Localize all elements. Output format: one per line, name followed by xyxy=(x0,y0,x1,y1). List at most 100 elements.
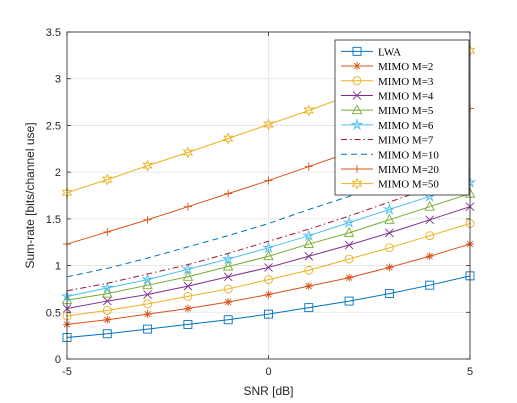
legend-entry: MIMO M=6 xyxy=(341,118,434,132)
series-line xyxy=(66,193,471,301)
legend-marker xyxy=(350,118,364,131)
data-point xyxy=(223,284,233,294)
series-4 xyxy=(62,202,475,313)
data-point xyxy=(224,189,233,198)
data-point xyxy=(345,273,354,282)
data-point xyxy=(262,241,275,254)
legend-entry: MIMO M=20 xyxy=(341,164,439,176)
legend-label: MIMO M=50 xyxy=(378,179,439,191)
data-point xyxy=(102,305,112,315)
data-point xyxy=(221,252,235,265)
data-point xyxy=(263,250,274,261)
legend-label: LWA xyxy=(378,46,401,58)
legend-entry: MIMO M=50 xyxy=(341,177,439,191)
data-point xyxy=(141,272,155,286)
data-point xyxy=(385,263,394,272)
data-point xyxy=(264,290,273,299)
y-tick-label: 0.5 xyxy=(46,307,61,319)
legend-label: MIMO M=4 xyxy=(378,90,434,102)
legend-marker xyxy=(352,76,362,86)
data-point xyxy=(264,309,273,319)
series-7 xyxy=(66,173,471,292)
y-axis-label: Sum-rate [bits/channel use] xyxy=(23,122,37,268)
data-point xyxy=(385,228,394,238)
data-point xyxy=(425,252,434,261)
data-point xyxy=(425,215,435,225)
data-point xyxy=(143,299,153,309)
legend-marker xyxy=(351,104,363,115)
data-point xyxy=(424,200,435,211)
x-tick-label: 5 xyxy=(467,366,473,378)
data-point xyxy=(224,298,233,307)
legend-entry: MIMO M=7 xyxy=(341,135,434,147)
series-line xyxy=(66,173,471,292)
data-point xyxy=(223,272,233,282)
axis-ticks: -5 0 500.511.522.533.5 xyxy=(46,27,473,378)
data-point xyxy=(103,315,112,324)
data-point xyxy=(425,280,435,290)
data-point xyxy=(264,176,273,185)
data-point xyxy=(102,287,113,298)
data-point xyxy=(303,104,315,117)
data-point xyxy=(183,281,193,291)
data-point xyxy=(304,162,313,171)
legend-entry: MIMO M=2 xyxy=(341,61,433,73)
legend-marker xyxy=(353,62,361,71)
data-point xyxy=(102,329,112,339)
data-point xyxy=(182,146,194,159)
data-point xyxy=(143,215,152,224)
data-point xyxy=(264,275,273,285)
x-axis-label: SNR [dB] xyxy=(243,384,293,398)
data-point xyxy=(183,319,193,329)
legend-entry: MIMO M=4 xyxy=(341,90,434,102)
legend-marker xyxy=(352,46,362,56)
x-tick-label: 0 xyxy=(265,366,271,378)
series-1 xyxy=(62,271,475,342)
data-point xyxy=(142,279,153,290)
y-tick-label: 3 xyxy=(55,74,61,86)
data-point xyxy=(183,291,193,301)
data-point xyxy=(264,263,273,272)
data-point xyxy=(143,324,153,334)
legend-marker xyxy=(352,91,362,100)
legend: LWA MIMO M=2 MIMO M=3 MIMO M=4 MIMO M=5 MIMO … xyxy=(334,39,470,196)
legend-entry: MIMO M=10 xyxy=(341,149,439,161)
y-tick-label: 2 xyxy=(55,167,61,179)
data-point xyxy=(384,213,395,224)
legend-label: MIMO M=10 xyxy=(378,149,439,161)
y-tick-label: 2.5 xyxy=(46,120,61,132)
data-point xyxy=(183,202,192,211)
data-point xyxy=(102,296,112,306)
legend-marker xyxy=(351,177,363,190)
series-line xyxy=(66,223,471,317)
data-point xyxy=(343,226,355,237)
data-point xyxy=(344,296,354,306)
x-tick-label: -5 xyxy=(62,366,72,378)
data-point xyxy=(143,290,152,299)
data-point xyxy=(303,238,315,249)
legend-label: MIMO M=5 xyxy=(378,105,434,117)
data-point xyxy=(143,310,152,319)
data-point xyxy=(384,289,394,299)
data-point xyxy=(142,159,153,172)
data-point xyxy=(342,215,356,229)
data-point xyxy=(103,227,112,236)
data-point xyxy=(302,228,316,242)
legend-entry: MIMO M=5 xyxy=(341,104,434,117)
y-tick-label: 0 xyxy=(55,354,61,366)
data-point xyxy=(304,265,314,275)
data-point xyxy=(101,173,113,186)
data-point xyxy=(182,270,194,281)
data-point xyxy=(181,262,195,275)
data-point xyxy=(223,315,233,325)
data-point xyxy=(304,251,314,261)
y-tick-label: 1 xyxy=(55,261,61,273)
legend-label: MIMO M=7 xyxy=(378,135,434,147)
data-point xyxy=(344,240,354,250)
data-point xyxy=(222,132,234,145)
data-point xyxy=(263,118,274,131)
y-tick-label: 3.5 xyxy=(46,27,61,39)
legend-entry: LWA xyxy=(341,46,401,58)
legend-label: MIMO M=6 xyxy=(378,120,434,132)
legend-label: MIMO M=2 xyxy=(378,61,433,73)
